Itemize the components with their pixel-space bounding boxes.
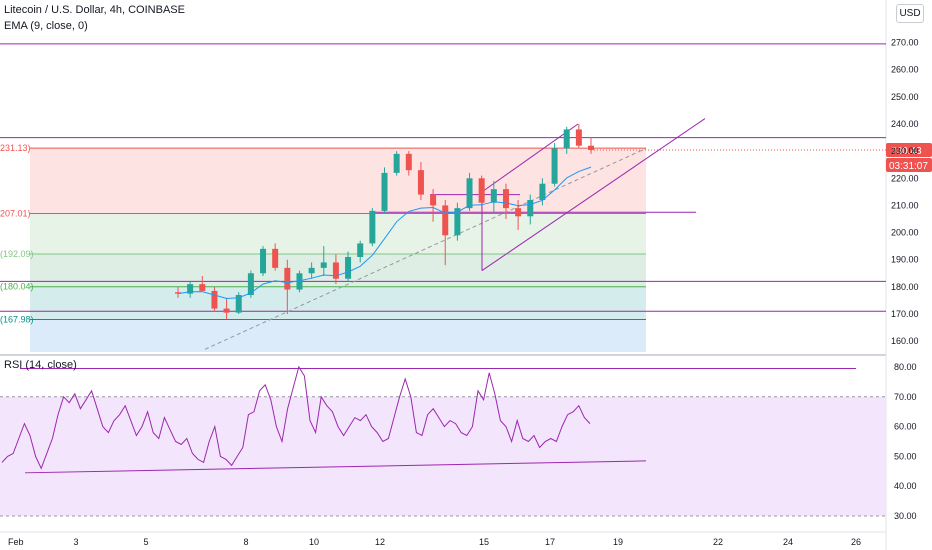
candle-body xyxy=(551,148,558,184)
candle-body xyxy=(381,172,388,211)
fib-zone xyxy=(30,319,646,352)
candle-body xyxy=(405,153,412,171)
candle-body xyxy=(442,205,449,236)
rsi-axis-tick: 50.00 xyxy=(894,451,917,461)
candle-body xyxy=(466,178,473,209)
dashed-trendline xyxy=(204,147,647,350)
channel-upper-line xyxy=(481,123,579,193)
candle-body xyxy=(357,243,364,257)
time-axis-tick: 10 xyxy=(309,537,319,547)
candle-body xyxy=(588,145,594,150)
candle-body xyxy=(490,189,497,203)
candle-body xyxy=(247,273,254,295)
time-axis-tick: 17 xyxy=(545,537,555,547)
price-axis-tick: 170.00 xyxy=(891,309,919,319)
ema-legend: EMA (9, close, 0) xyxy=(4,20,88,32)
rsi-axis-tick: 70.00 xyxy=(894,392,917,402)
fib-level-label: 207.01) xyxy=(0,209,31,219)
time-axis-tick: 3 xyxy=(73,537,78,547)
rsi-band-fill xyxy=(0,396,886,517)
rsi-axis-tick: 30.00 xyxy=(894,511,917,521)
chart-title: Litecoin / U.S. Dollar, 4h, COINBASE xyxy=(4,4,185,16)
candle-body xyxy=(272,248,279,268)
rsi-axis-tick: 80.00 xyxy=(894,362,917,372)
candle-body xyxy=(308,267,315,274)
candle-body xyxy=(369,210,376,244)
fib-level-label: (192.09) xyxy=(0,249,34,259)
candle-body xyxy=(260,248,267,274)
price-axis-tick: 160.00 xyxy=(891,336,919,346)
time-axis-tick: Feb xyxy=(8,537,24,547)
candle-body xyxy=(187,284,194,294)
time-axis-tick: 12 xyxy=(375,537,385,547)
fib-zone xyxy=(30,213,646,255)
last-price-badge xyxy=(886,142,932,157)
candle-body xyxy=(515,208,522,217)
candle-body xyxy=(563,129,570,149)
candle-body xyxy=(345,257,352,279)
fib-level-label: 231.13) xyxy=(0,143,31,153)
last-price-text: 230.43 xyxy=(891,146,922,157)
candle-body xyxy=(417,170,424,195)
fib-zone xyxy=(30,286,646,320)
candle-body xyxy=(430,194,437,206)
price-axis-tick: 240.00 xyxy=(891,119,919,129)
ema-line xyxy=(177,166,592,300)
currency-button[interactable]: USD xyxy=(896,4,924,23)
rsi-axis-tick: 60.00 xyxy=(894,422,917,432)
time-axis-tick: 22 xyxy=(713,537,723,547)
rsi-axis-tick: 40.00 xyxy=(894,481,917,491)
price-axis-tick: 200.00 xyxy=(891,228,919,238)
rsi-legend: RSI (14, close) xyxy=(4,359,77,371)
candle-body xyxy=(199,284,206,291)
time-axis-tick: 19 xyxy=(613,537,623,547)
time-axis-tick: 15 xyxy=(479,537,489,547)
countdown-text: 03:31:07 xyxy=(889,161,928,172)
price-axis-tick: 230.00 xyxy=(891,146,919,156)
fib-level-label: (180.04) xyxy=(0,282,34,292)
candle-body xyxy=(539,183,546,200)
candle-body xyxy=(296,273,303,290)
channel-lower-line xyxy=(481,118,706,271)
candle-body xyxy=(454,208,461,236)
rsi-support-line xyxy=(24,460,647,474)
fib-level-label: (167.98) xyxy=(0,314,34,324)
candle-body xyxy=(393,153,400,173)
price-axis-tick: 220.00 xyxy=(891,173,919,183)
candle-body xyxy=(284,267,291,290)
price-axis-tick: 190.00 xyxy=(891,255,919,265)
price-axis-tick: 270.00 xyxy=(891,38,919,48)
candle-body xyxy=(223,308,230,313)
countdown-badge xyxy=(886,157,932,172)
candle-body xyxy=(235,295,242,313)
candle-body xyxy=(575,129,582,146)
price-axis-tick: 210.00 xyxy=(891,200,919,210)
time-axis-tick: 5 xyxy=(143,537,148,547)
candle-body xyxy=(211,290,218,309)
candle-body xyxy=(320,262,327,268)
price-axis-tick: 250.00 xyxy=(891,92,919,102)
candle-body xyxy=(502,189,509,209)
price-axis-tick: 260.00 xyxy=(891,65,919,75)
candle-body xyxy=(527,200,534,217)
price-axis-tick: 180.00 xyxy=(891,282,919,292)
rsi-line xyxy=(1,365,591,470)
candle-body xyxy=(332,262,339,279)
candle-body xyxy=(478,178,485,203)
time-axis-tick: 8 xyxy=(243,537,248,547)
time-axis-tick: 26 xyxy=(851,537,861,547)
time-axis-tick: 24 xyxy=(783,537,793,547)
fib-zone xyxy=(30,148,646,214)
candle-body xyxy=(175,292,181,294)
